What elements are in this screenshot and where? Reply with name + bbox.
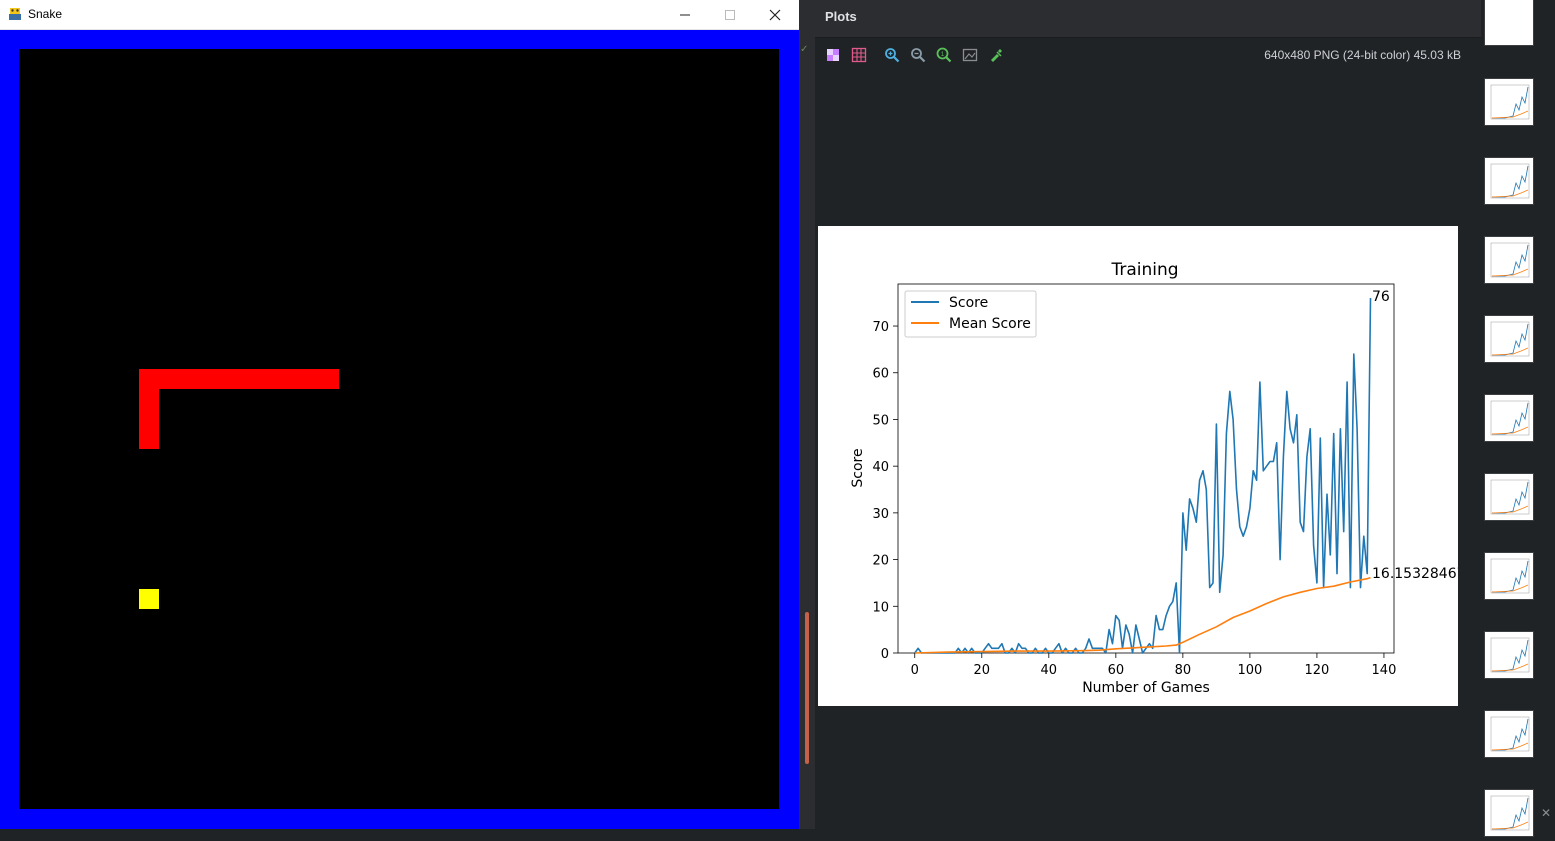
pane-title: Plots xyxy=(825,9,857,24)
zoom-in-icon[interactable] xyxy=(883,46,901,64)
plot-thumbnail[interactable] xyxy=(1484,315,1534,363)
chart-title: Training xyxy=(1110,260,1178,280)
thumbnail-preview xyxy=(1490,84,1530,120)
image-info: 640x480 PNG (24-bit color) 45.03 kB xyxy=(1264,48,1461,62)
fit-image-icon[interactable] xyxy=(961,46,979,64)
mean-score-line xyxy=(914,576,1371,654)
zoom-out-icon[interactable] xyxy=(909,46,927,64)
x-tick-label: 140 xyxy=(1372,663,1397,678)
minimize-icon xyxy=(680,14,690,16)
x-tick-label: 20 xyxy=(974,663,991,678)
scrollbar[interactable] xyxy=(805,612,809,764)
y-tick-label: 50 xyxy=(872,413,889,428)
plot-thumbnail[interactable] xyxy=(1484,631,1534,679)
snake-body xyxy=(139,369,339,389)
y-tick-label: 60 xyxy=(872,367,889,382)
y-tick-label: 20 xyxy=(872,554,889,569)
food xyxy=(139,589,159,609)
edge-marker: ✓ xyxy=(800,44,809,55)
checkerboard-icon[interactable] xyxy=(824,46,842,64)
thumbnail-preview xyxy=(1490,637,1530,673)
x-tick-label: 60 xyxy=(1108,663,1125,678)
x-tick-label: 40 xyxy=(1041,663,1058,678)
maximize-icon xyxy=(725,10,735,20)
plots-toolbar: 1 xyxy=(815,38,1475,72)
actual-size-icon[interactable]: 1 xyxy=(935,46,953,64)
plot-thumbnail[interactable] xyxy=(1484,78,1534,126)
plot-thumbnail[interactable] xyxy=(1484,789,1534,837)
last-mean-annotation: 16.15328467 xyxy=(1372,566,1458,582)
close-icon xyxy=(769,9,781,21)
thumbnail-preview xyxy=(1490,479,1530,515)
score-line xyxy=(914,297,1372,654)
legend-label-mean: Mean Score xyxy=(949,316,1031,332)
color-picker-icon[interactable] xyxy=(987,46,1005,64)
x-tick-label: 100 xyxy=(1237,663,1262,678)
minimize-button[interactable] xyxy=(662,0,708,29)
thumbnail-preview xyxy=(1490,242,1530,278)
x-tick-label: 0 xyxy=(911,663,919,678)
legend-label-score: Score xyxy=(949,295,988,311)
game-board xyxy=(19,49,779,809)
legend: Score Mean Score xyxy=(904,290,1037,338)
axis-layer: 0 20 40 60 80 100 120 140 0 10 20 30 40 50 60 70 xyxy=(872,320,1396,678)
grid-icon[interactable] xyxy=(850,46,868,64)
title-bar[interactable]: Snake xyxy=(0,0,799,30)
thumbnail-preview xyxy=(1490,716,1530,752)
python-icon xyxy=(9,8,21,20)
plot-thumbnail[interactable] xyxy=(1484,552,1534,600)
plots-header: Plots xyxy=(815,0,1555,38)
plot-thumbnail[interactable] xyxy=(1484,157,1534,205)
plot-thumbnail[interactable] xyxy=(1484,710,1534,758)
plot-thumbnail[interactable] xyxy=(1484,394,1534,442)
plot-thumbnail[interactable] xyxy=(1484,0,1534,46)
snake-tail xyxy=(139,389,159,449)
thumbnail-preview xyxy=(1490,163,1530,199)
maximize-button[interactable] xyxy=(707,0,753,29)
thumbnail-preview xyxy=(1490,558,1530,594)
series-layer xyxy=(914,297,1372,654)
x-tick-label: 120 xyxy=(1305,663,1330,678)
close-button[interactable] xyxy=(752,0,798,29)
thumbnail-preview xyxy=(1490,321,1530,357)
last-score-annotation: 76 xyxy=(1372,289,1390,305)
y-tick-label: 10 xyxy=(872,600,889,615)
x-axis-label: Number of Games xyxy=(1082,680,1210,696)
y-tick-label: 0 xyxy=(881,647,889,662)
plot-thumbnail[interactable] xyxy=(1484,236,1534,284)
y-tick-label: 40 xyxy=(872,460,889,475)
snake-window: Snake xyxy=(0,0,799,829)
y-tick-label: 30 xyxy=(872,507,889,522)
x-tick-label: 80 xyxy=(1175,663,1192,678)
plot-image[interactable]: Training 0 20 40 60 80 100 120 140 0 10 20 30 40 50 60… xyxy=(818,226,1458,706)
splitter[interactable] xyxy=(799,0,815,829)
svg-text:1: 1 xyxy=(941,52,945,58)
close-icon[interactable]: ✕ xyxy=(1541,806,1552,820)
y-axis-label: Score xyxy=(850,448,866,487)
training-chart: Training 0 20 40 60 80 100 120 140 0 10 20 30 40 50 60… xyxy=(850,260,1458,696)
thumbnail-preview xyxy=(1490,400,1530,436)
thumbnail-strip xyxy=(1481,0,1555,837)
plot-thumbnail[interactable] xyxy=(1484,473,1534,521)
thumbnail-preview xyxy=(1490,795,1530,831)
plots-pane: Plots 1 xyxy=(815,0,1555,837)
y-tick-label: 70 xyxy=(872,320,889,335)
window-title: Snake xyxy=(28,7,63,21)
